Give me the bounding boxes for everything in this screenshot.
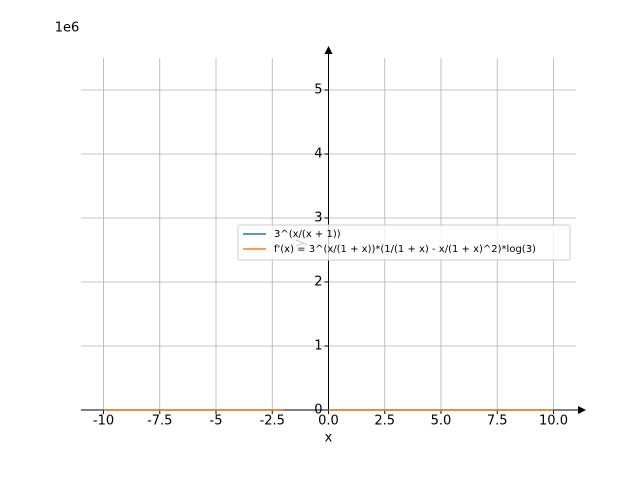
- x-tick-label: -10: [93, 414, 114, 429]
- y-tick-label: 2: [314, 275, 322, 290]
- legend: 3^(x/(x + 1)) f'(x) = 3^(x/(1 + x))*(1/(1…: [237, 224, 571, 261]
- legend-label: 3^(x/(x + 1)): [274, 229, 341, 240]
- x-tick-label: -2.5: [260, 414, 285, 429]
- y-arrow: [324, 46, 333, 54]
- legend-label: f'(x) = 3^(x/(1 + x))*(1/(1 + x) - x/(1 …: [274, 244, 536, 255]
- x-arrow: [578, 406, 586, 414]
- y-tick-label: 1: [314, 339, 322, 354]
- x-tick-label: 7.5: [487, 414, 508, 429]
- y-tick-label: 3: [314, 211, 322, 226]
- x-tick-label: 5.0: [431, 414, 452, 429]
- y-tick-label: 5: [314, 83, 322, 98]
- legend-box: [237, 224, 571, 261]
- x-tick-label: 0.0: [318, 414, 339, 429]
- x-tick-label: -7.5: [147, 414, 172, 429]
- x-tick-label: -5: [210, 414, 223, 429]
- y-tick-label: 4: [314, 147, 322, 162]
- y-offset-label: 1e6: [55, 21, 80, 36]
- x-tick-label: 10.0: [539, 414, 568, 429]
- x-axis-label: x: [325, 431, 333, 446]
- x-tick-label: 2.5: [374, 414, 395, 429]
